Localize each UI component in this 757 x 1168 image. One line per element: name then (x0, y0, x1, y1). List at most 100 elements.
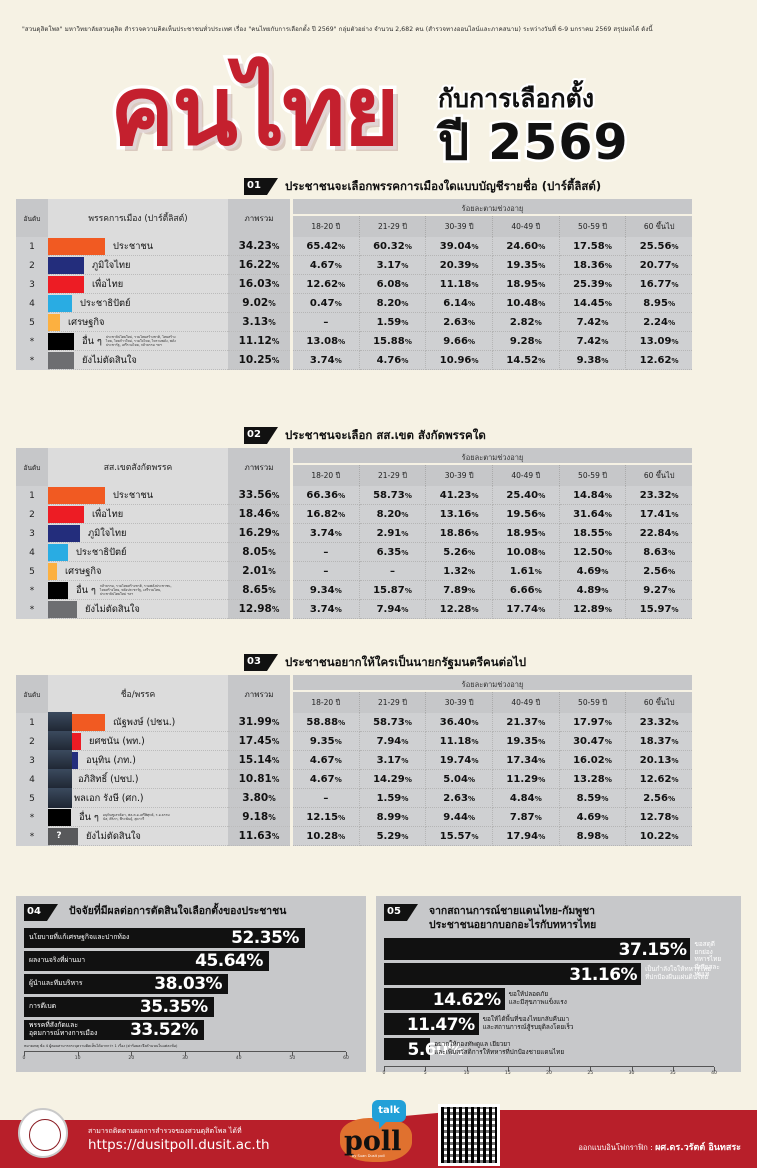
bar-label: อยากให้กองทัพดูแล เยียวยา และเพิ่มสวัสดิก… (434, 1040, 565, 1056)
axis-tick-label: 25 (587, 1071, 594, 1076)
header-rank: อันดับ (16, 448, 48, 486)
age-value-2: 15.57% (426, 827, 494, 846)
table-row: 1 ณัฐพงษ์ (ปชน.) 31.99% (16, 711, 290, 733)
axis-tick (346, 1052, 347, 1056)
table-row: * อื่น ๆกล้าธรรม, รวมไทยสร้างชาติ, รวมพลั… (16, 581, 290, 600)
age-value-3: 14.52% (493, 351, 560, 370)
axis-tick (185, 1052, 186, 1056)
row-overall-value: 16.22% (228, 256, 290, 275)
row-overall-value: 18.46% (228, 505, 290, 524)
section-title: ประชาชนจะเลือก สส.เขต สังกัดพรรคใด (285, 427, 486, 442)
row-overall-value: 9.02% (228, 294, 290, 313)
credit-name: ผศ.ดร.วรัตต์ อินทสระ (655, 1143, 741, 1153)
bar-label: เป็นกำลังใจให้ทหารไทย ที่ปกป้องผืนแผ่นดิน… (645, 965, 711, 981)
age-value-3: 19.35% (493, 732, 560, 751)
bar-value: 37.15% (618, 940, 687, 960)
age-value-5: 2.24% (626, 313, 693, 332)
row-overall-value: 11.63% (228, 827, 290, 846)
row-label: อภิสิทธิ์ (ปชป.) (78, 773, 139, 785)
row-rank: 5 (29, 317, 35, 328)
panel-04: 04 ปัจจัยที่มีผลต่อการตัดสินใจเลือกตั้งขอ… (16, 896, 366, 1072)
age-value-3: 6.66% (493, 581, 560, 600)
age-value-0: 65.42% (293, 237, 360, 256)
row-rank: 1 (29, 490, 35, 501)
row-label: ณัฐพงษ์ (ปชน.) (113, 716, 176, 728)
axis-tick (24, 1052, 25, 1056)
age-value-0: – (293, 789, 360, 808)
row-name-cell: ภูมิใจไทย (48, 256, 228, 275)
qr-code[interactable] (438, 1104, 500, 1166)
age-value-2: 2.63% (426, 313, 494, 332)
axis-tick-label: 30 (628, 1071, 635, 1076)
page-title: คนไทย กับการเลือกตั้ง ปี 2569 (0, 55, 757, 174)
row-color-bar (48, 787, 72, 809)
row-name-cell: อื่น ๆอนุทินชูเลขธิดา, พล.ต.อ.เสรีพิศุทธ… (48, 808, 228, 827)
age-value-1: 1.59% (359, 789, 427, 808)
row-name-cell: ยังไม่ตัดสินใจ (48, 351, 228, 370)
age-value-4: 9.38% (559, 351, 627, 370)
section-header-03: 03 ประชาชนอยากให้ใครเป็นนายกรัฐมนตรีคนต่อ… (244, 652, 526, 672)
axis-tick-label: 10 (74, 1056, 81, 1061)
row-name-cell: ประชาธิปัตย์ (48, 543, 228, 562)
row-overall-value: 31.99% (228, 713, 290, 732)
age-value-5: 22.84% (626, 524, 693, 543)
age-column-header-0: 18-20 ปี (293, 465, 360, 486)
age-value-4: 7.42% (559, 313, 627, 332)
age-value-4: 30.47% (559, 732, 627, 751)
age-value-0: 58.88% (293, 713, 360, 732)
row-color-bar (48, 351, 74, 369)
age-value-2: 5.26% (426, 543, 494, 562)
table-row: * ยังไม่ตัดสินใจ 10.25% (16, 351, 290, 370)
ranking-table-03: อันดับ ชื่อ/พรรค ภาพรวม 1 ณัฐพงษ์ (ปชน.) 31.9… (16, 675, 693, 846)
panel-04-number-badge: 04 (24, 904, 58, 921)
title-sub-year: ปี 2569 (436, 112, 631, 174)
age-value-0: 4.67% (293, 256, 360, 275)
table-left-block: อันดับ สส.เขตสังกัดพรรค ภาพรวม 1 ประชาชน 33.5… (16, 448, 290, 619)
age-column-header-2: 30-39 ปี (426, 465, 494, 486)
row-note: อนุทินชูเลขธิดา, พล.ต.อ.เสรีพิศุทธ์, ร.อ… (102, 812, 170, 821)
age-value-3: 18.95% (493, 275, 560, 294)
axis-tick-label: 5 (423, 1071, 427, 1076)
row-label: เศรษฐกิจ (65, 565, 102, 577)
age-value-0: 16.82% (293, 505, 360, 524)
age-column-header-3: 40-49 ปี (493, 692, 560, 713)
age-group-block: ร้อยละตามช่วงอายุ 18-20 ปี 21-29 ปี 30-39 ป… (293, 675, 693, 846)
row-name-cell: ? ยังไม่ตัดสินใจ (48, 827, 228, 846)
row-name-cell: ณัฐพงษ์ (ปชน.) (48, 711, 228, 733)
row-color-bar (48, 543, 68, 561)
age-value-0: – (293, 543, 360, 562)
table-row: 3 อนุทิน (ภท.) 15.14% (16, 749, 290, 771)
table-row: 5 เศรษฐกิจ 2.01% (16, 562, 290, 581)
age-value-3: 17.74% (493, 600, 560, 619)
age-value-3: 7.87% (493, 808, 560, 827)
header-rank: อันดับ (16, 675, 48, 713)
age-row: 12.62% 6.08% 11.18% 18.95% 25.39% 16.77% (293, 275, 693, 294)
age-value-3: 24.60% (493, 237, 560, 256)
row-label: อนุทิน (ภท.) (86, 754, 136, 766)
row-name-cell: อื่น ๆกล้าธรรม, รวมไทยสร้างชาติ, รวมพลัง… (48, 581, 228, 600)
table-row: 5 พลเอก รังษี (ศก.) 3.80% (16, 787, 290, 809)
axis-tick-label: 35 (669, 1071, 676, 1076)
age-value-4: 8.59% (559, 789, 627, 808)
axis-tick-label: 30 (182, 1056, 188, 1061)
row-label: ยศชนัน (พท.) (89, 735, 145, 747)
age-row: –1.59% 2.63% 2.82% 7.42% 2.24% (293, 313, 693, 332)
age-value-1: 8.99% (359, 808, 427, 827)
table-row: * อื่น ๆอนุทินชูเลขธิดา, พล.ต.อ.เสรีพิศุท… (16, 808, 290, 827)
age-row: 66.36% 58.73% 41.23% 25.40% 14.84% 23.32% (293, 486, 693, 505)
row-name-cell: อภิสิทธิ์ (ปชป.) (48, 768, 228, 790)
age-row: 3.74% 7.94% 12.28% 17.74% 12.89% 15.97% (293, 600, 693, 619)
age-group-block: ร้อยละตามช่วงอายุ 18-20 ปี 21-29 ปี 30-39 ป… (293, 448, 693, 619)
age-column-header-5: 60 ขึ้นไป (643, 471, 675, 480)
section-title: ประชาชนอยากให้ใครเป็นนายกรัฐมนตรีคนต่อไป (285, 654, 527, 669)
age-value-3: 4.84% (493, 789, 560, 808)
section-number-badge: 01 (244, 178, 278, 195)
age-value-0: 4.67% (293, 770, 360, 789)
age-value-4: 25.39% (559, 275, 627, 294)
axis-tick (631, 1067, 633, 1071)
header-overall: ภาพรวม (228, 448, 290, 486)
footer-url[interactable]: https://dusitpoll.dusit.ac.th (88, 1137, 270, 1153)
bar-label: ผู้นำและทีมบริหาร (29, 979, 83, 988)
age-value-3: 21.37% (493, 713, 560, 732)
age-row: 3.74% 2.91% 18.86% 18.95% 18.55% 22.84% (293, 524, 693, 543)
